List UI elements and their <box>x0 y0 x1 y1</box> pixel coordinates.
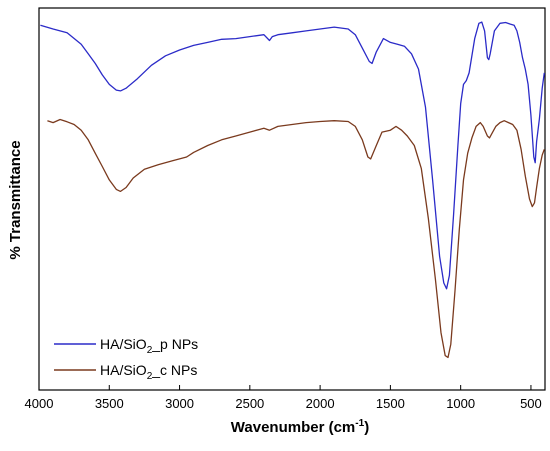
x-tick-label: 500 <box>520 396 542 411</box>
plot-frame <box>38 7 546 391</box>
legend-label-p-subscript: 2 <box>147 345 153 356</box>
series-layer <box>40 21 545 359</box>
x-tick-label: 1500 <box>376 396 405 411</box>
x-axis-ticks: 4000 3500 3000 2500 2000 1500 1000 500 <box>25 385 542 411</box>
x-axis-title-main: Wavenumber (cm <box>231 419 355 436</box>
legend-label-p: HA/SiO2_p NPs <box>100 336 198 356</box>
x-tick-label: 3000 <box>165 396 194 411</box>
series-line-1 <box>47 118 545 359</box>
series-line-0 <box>40 21 545 290</box>
x-axis-title-close: ) <box>364 419 369 436</box>
legend: HA/SiO2_p NPs HA/SiO2_c NPs <box>54 336 198 382</box>
legend-label-c-subscript: 2 <box>147 371 153 382</box>
x-tick-label: 2000 <box>306 396 335 411</box>
legend-label-p-suffix: _p NPs <box>151 336 198 352</box>
x-tick-label: 4000 <box>25 396 54 411</box>
legend-label-c-base: HA/SiO <box>100 362 147 378</box>
x-tick-label: 3500 <box>95 396 124 411</box>
legend-label-c: HA/SiO2_c NPs <box>100 362 197 382</box>
legend-label-c-suffix: _c NPs <box>151 362 197 378</box>
x-tick-label: 1000 <box>446 396 475 411</box>
x-axis-title-superscript: -1 <box>355 418 364 429</box>
x-tick-label: 2500 <box>235 396 264 411</box>
x-axis-title: Wavenumber (cm-1) <box>231 418 369 436</box>
legend-label-p-base: HA/SiO <box>100 336 147 352</box>
y-axis-title: % Transmittance <box>7 140 24 259</box>
